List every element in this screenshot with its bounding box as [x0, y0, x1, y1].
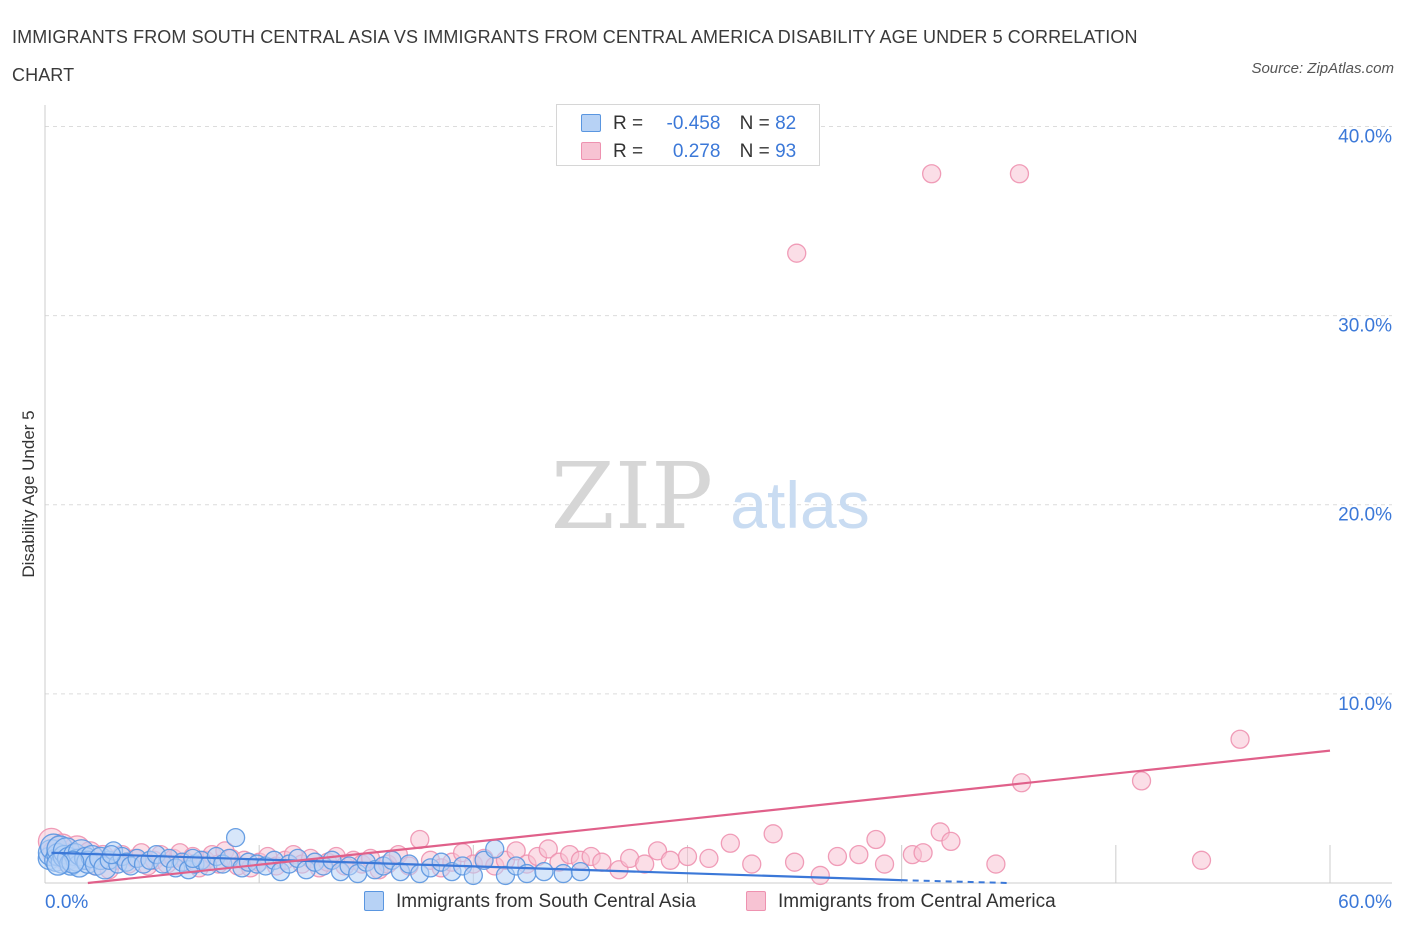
central-america-point: [866, 829, 886, 850]
legend-label: Immigrants from South Central Asia: [396, 891, 696, 912]
central-america-point: [635, 854, 655, 874]
stats-row-central-america: R = 0.278 N = 93: [581, 140, 796, 164]
central-america-point: [592, 852, 612, 872]
south-central-asia-point: [225, 827, 246, 848]
pink-swatch: [746, 891, 766, 911]
watermark-atlas: atlas: [730, 468, 869, 542]
central-america-point: [677, 846, 698, 867]
n-label: N =: [739, 141, 770, 162]
central-america-point: [922, 164, 942, 184]
series-legend: Immigrants from South Central Asia Immig…: [0, 889, 1406, 917]
south-central-asia-point: [534, 862, 554, 882]
blue-swatch: [364, 891, 384, 911]
central-america-point: [1131, 771, 1152, 791]
watermark-zip: ZIP: [551, 443, 713, 550]
south-central-asia-trend-line: [51, 851, 902, 882]
central-america-point: [1191, 850, 1212, 870]
y-axis-label: Disability Age Under 5: [19, 410, 38, 577]
watermark: ZIP atlas: [551, 443, 870, 550]
legend-label: Immigrants from Central America: [778, 891, 1056, 912]
x-tick-label: 0.0%: [45, 892, 88, 913]
r-label: R =: [613, 141, 644, 162]
south-central-asia-point: [553, 863, 573, 884]
south-central-asia-point: [570, 862, 591, 882]
central-america-point: [784, 852, 805, 872]
stats-row-south-central-asia: R = -0.458 N = 82: [581, 112, 796, 136]
central-america-point: [913, 843, 933, 863]
central-america-point: [410, 829, 430, 850]
central-america-point: [849, 844, 869, 865]
n-label: N =: [739, 113, 770, 134]
x-tick-label: 60.0%: [1338, 892, 1392, 913]
south-central-asia-point: [463, 865, 483, 886]
central-america-point: [699, 848, 719, 869]
south-central-asia-point: [46, 852, 70, 876]
central-america-point: [538, 839, 558, 859]
south-central-asia-trend-extension: [901, 879, 1009, 884]
y-tick-label: 20.0%: [1338, 505, 1392, 526]
central-america-point: [742, 854, 762, 874]
central-america-point: [763, 824, 783, 844]
central-america-point: [1009, 164, 1030, 184]
stats-legend: R = -0.458 N = 82 R = 0.278 N = 93: [556, 104, 820, 166]
pink-swatch: [581, 142, 601, 160]
y-tick-label: 40.0%: [1338, 126, 1392, 147]
legend-item-south-central-asia: Immigrants from South Central Asia: [364, 889, 696, 915]
central-america-trend-line: [87, 749, 1331, 885]
r-value: 0.278: [672, 141, 721, 162]
central-america-point: [827, 846, 848, 867]
central-america-point: [660, 850, 681, 870]
chart-title: IMMIGRANTS FROM SOUTH CENTRAL ASIA VS IM…: [12, 27, 1138, 85]
y-tick-label: 30.0%: [1338, 316, 1392, 337]
trend-lines: [51, 749, 1331, 885]
blue-swatch: [581, 114, 601, 132]
data-points: [37, 164, 1250, 886]
central-america-point: [647, 841, 668, 861]
central-america-point: [1230, 729, 1250, 749]
n-value: 93: [775, 141, 797, 162]
south-central-asia-point: [485, 839, 505, 859]
central-america-point: [720, 833, 740, 853]
central-america-point: [810, 865, 830, 886]
r-label: R =: [613, 113, 644, 134]
central-america-point: [986, 854, 1006, 874]
y-tick-label: 10.0%: [1338, 694, 1392, 715]
gridlines: [45, 125, 1392, 695]
legend-item-central-america: Immigrants from Central America: [746, 889, 1056, 915]
central-america-point: [941, 831, 961, 852]
central-america-point: [787, 243, 807, 263]
r-value: -0.458: [666, 113, 721, 134]
central-america-point: [874, 854, 895, 874]
source-label: Source: ZipAtlas.com: [1251, 60, 1394, 77]
tick-labels: 10.0% 20.0% 30.0% 40.0% 0.0% 60.0%: [45, 126, 1392, 913]
n-value: 82: [775, 113, 797, 134]
